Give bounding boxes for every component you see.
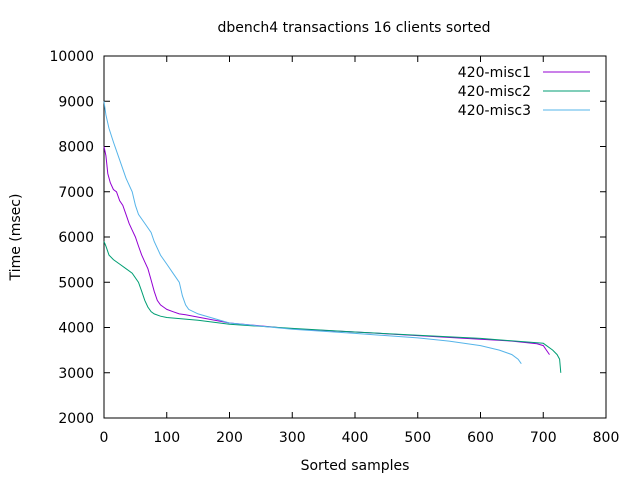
x-tick-label: 800	[593, 430, 620, 446]
y-tick-label: 8000	[58, 140, 94, 156]
y-tick-label: 4000	[58, 321, 94, 337]
legend-label: 420-misc2	[458, 84, 531, 100]
series-line-420-misc3	[103, 101, 522, 364]
legend-label: 420-misc3	[458, 103, 531, 119]
y-tick-label: 9000	[58, 94, 94, 110]
y-tick-label: 5000	[58, 275, 94, 291]
x-tick-label: 400	[342, 430, 369, 446]
x-tick-label: 100	[153, 430, 180, 446]
y-tick-label: 10000	[49, 49, 94, 65]
x-axis: 0 100 200 300 400 500 600 700 800	[100, 56, 620, 446]
y-tick-label: 6000	[58, 230, 94, 246]
y-tick-label: 7000	[58, 185, 94, 201]
x-tick-label: 200	[216, 430, 243, 446]
x-axis-label: Sorted samples	[301, 458, 410, 474]
y-tick-label: 2000	[58, 411, 94, 427]
chart-title: dbench4 transactions 16 clients sorted	[217, 20, 490, 36]
x-tick-label: 0	[100, 430, 109, 446]
y-axis: 2000 3000 4000 5000 6000 7000 8000 9000 10000	[49, 49, 606, 427]
series-line-420-misc1	[103, 146, 550, 355]
y-tick-label: 3000	[58, 366, 94, 382]
x-tick-label: 300	[279, 430, 306, 446]
series-lines	[103, 101, 562, 373]
x-tick-label: 500	[404, 430, 431, 446]
legend: 420-misc1 420-misc2 420-misc3	[458, 65, 590, 119]
x-tick-label: 700	[530, 430, 557, 446]
series-line-420-misc2	[103, 241, 562, 373]
legend-label: 420-misc1	[458, 65, 531, 81]
y-axis-label: Time (msec)	[8, 194, 24, 282]
x-tick-label: 600	[467, 430, 494, 446]
